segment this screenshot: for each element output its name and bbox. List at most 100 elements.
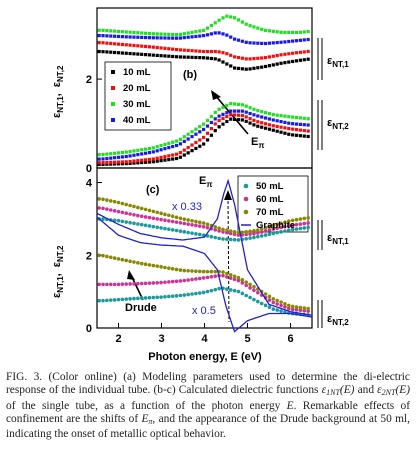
data-point-eps1-40-mL [205, 33, 210, 37]
data-point-eps1-60-mL [151, 216, 156, 221]
data-point-eps2-20-mL [101, 161, 105, 165]
data-point-eps2-40-mL [213, 117, 217, 121]
data-point-eps1-10-mL [151, 53, 155, 57]
data-point-eps2-20-mL [221, 116, 225, 121]
data-point-eps2-60-mL [136, 281, 140, 286]
data-point-eps2-50-mL [279, 309, 283, 313]
data-point-eps2-30-mL [302, 116, 306, 120]
data-point-eps1-40-mL [233, 37, 237, 41]
data-point-eps1-30-mL [225, 14, 229, 18]
data-point-eps2-60-mL [112, 282, 117, 287]
data-point-eps1-50-mL [167, 227, 171, 232]
data-point-eps2-10-mL [248, 121, 252, 125]
data-point-eps1-60-mL [267, 228, 272, 232]
data-point-eps1-40-mL [240, 39, 244, 43]
data-point-eps2-20-mL [167, 154, 171, 158]
data-point-eps1-40-mL [151, 36, 155, 40]
data-point-eps1-60-mL [248, 232, 252, 236]
data-point-eps2-20-mL [109, 160, 113, 164]
data-point-eps2-50-mL [275, 308, 279, 312]
data-point-eps1-20-mL [205, 49, 210, 54]
data-point-eps2-10-mL [194, 146, 198, 151]
svg-text:Eπ: Eπ [251, 136, 264, 150]
data-point-eps2-50-mL [217, 286, 221, 291]
data-point-eps2-10-mL [240, 118, 244, 122]
data-point-eps1-30-mL [147, 31, 152, 36]
data-point-eps1-20-mL [198, 49, 202, 53]
data-point-eps2-70-mL [225, 271, 229, 276]
data-point-eps1-20-mL [233, 55, 237, 59]
data-point-eps1-50-mL [256, 234, 260, 239]
data-point-eps1-20-mL [190, 49, 194, 53]
legend-label: 50 mL [256, 181, 284, 192]
data-point-eps2-60-mL [139, 281, 144, 286]
data-point-eps1-60-mL [228, 231, 233, 236]
data-point-eps1-30-mL [151, 32, 155, 36]
data-point-eps2-50-mL [205, 289, 210, 294]
data-point-eps2-60-mL [279, 303, 283, 308]
data-point-eps2-20-mL [302, 128, 306, 133]
data-point-eps2-60-mL [294, 308, 299, 312]
data-point-eps2-50-mL [271, 307, 276, 311]
data-point-eps1-40-mL [159, 36, 163, 40]
data-point-eps2-10-mL [302, 134, 306, 138]
data-point-eps1-70-mL [139, 206, 144, 211]
data-point-eps2-40-mL [105, 156, 109, 161]
data-point-eps2-10-mL [140, 160, 144, 165]
data-point-eps2-10-mL [287, 132, 291, 136]
data-point-eps1-10-mL [105, 50, 109, 54]
data-point-eps2-60-mL [275, 302, 279, 306]
data-point-eps1-60-mL [116, 209, 121, 214]
legend-label: 10 mL [123, 67, 151, 78]
graphite-eps1-line [96, 216, 313, 333]
epi-dashed-arrow [224, 190, 232, 323]
data-point-eps2-30-mL [167, 141, 171, 145]
data-point-eps2-30-mL [202, 122, 206, 126]
data-point-eps1-70-mL [186, 218, 190, 222]
data-point-eps2-10-mL [275, 129, 279, 133]
data-point-eps2-20-mL [279, 125, 283, 129]
data-point-eps1-60-mL [244, 232, 249, 237]
y-tick-label: 2 [86, 74, 92, 86]
legend-label: 60 mL [256, 194, 284, 205]
data-point-eps2-70-mL [163, 265, 167, 270]
data-point-eps2-20-mL [236, 113, 241, 117]
data-point-eps1-70-mL [174, 215, 179, 220]
data-point-eps1-20-mL [298, 50, 302, 54]
data-point-eps2-40-mL [159, 148, 163, 152]
data-point-eps2-20-mL [260, 121, 264, 125]
data-point-eps2-20-mL [163, 155, 167, 159]
data-point-eps1-10-mL [109, 50, 113, 54]
data-point-eps2-70-mL [151, 263, 156, 268]
data-point-eps2-40-mL [263, 116, 268, 120]
data-point-eps1-60-mL [236, 233, 241, 237]
data-point-eps2-50-mL [225, 287, 229, 291]
data-point-eps2-70-mL [108, 255, 113, 260]
data-point-eps1-70-mL [228, 229, 233, 233]
data-point-eps1-20-mL [182, 48, 186, 52]
data-point-eps1-40-mL [213, 31, 217, 35]
data-point-eps1-50-mL [252, 235, 256, 240]
data-point-eps1-70-mL [205, 222, 210, 227]
data-point-eps1-60-mL [275, 226, 279, 231]
data-point-eps2-20-mL [233, 113, 237, 117]
data-point-eps1-50-mL [112, 218, 117, 223]
data-point-eps1-40-mL [198, 34, 202, 38]
data-point-eps1-10-mL [194, 55, 198, 60]
data-point-eps2-30-mL [113, 151, 117, 155]
data-point-eps1-20-mL [244, 57, 248, 61]
data-point-eps2-10-mL [260, 125, 264, 129]
data-point-eps2-40-mL [294, 122, 299, 126]
data-point-eps2-60-mL [178, 279, 183, 283]
data-point-eps1-20-mL [225, 52, 229, 56]
data-point-eps2-50-mL [178, 293, 183, 298]
data-point-eps1-30-mL [298, 30, 302, 34]
data-point-eps2-50-mL [132, 296, 136, 301]
data-point-eps1-20-mL [140, 44, 144, 48]
data-point-eps2-50-mL [232, 288, 237, 293]
data-point-eps1-40-mL [252, 41, 256, 45]
graphite-eps2-line [96, 178, 313, 316]
data-point-eps2-10-mL [116, 162, 121, 166]
data-point-eps2-60-mL [201, 276, 206, 280]
data-point-eps1-10-mL [229, 64, 233, 68]
